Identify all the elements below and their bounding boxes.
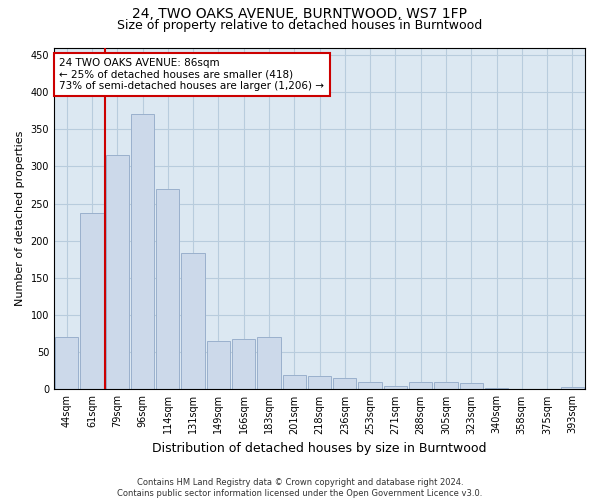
Bar bbox=[409, 382, 432, 390]
X-axis label: Distribution of detached houses by size in Burntwood: Distribution of detached houses by size … bbox=[152, 442, 487, 455]
Bar bbox=[561, 387, 584, 390]
Y-axis label: Number of detached properties: Number of detached properties bbox=[15, 131, 25, 306]
Bar bbox=[308, 376, 331, 390]
Bar bbox=[535, 388, 559, 390]
Text: Size of property relative to detached houses in Burntwood: Size of property relative to detached ho… bbox=[118, 19, 482, 32]
Bar bbox=[283, 374, 306, 390]
Bar bbox=[207, 341, 230, 390]
Bar bbox=[384, 386, 407, 390]
Bar bbox=[434, 382, 458, 390]
Bar bbox=[257, 338, 281, 390]
Bar bbox=[80, 214, 104, 390]
Bar bbox=[181, 254, 205, 390]
Bar bbox=[460, 384, 483, 390]
Bar bbox=[333, 378, 356, 390]
Bar bbox=[55, 338, 79, 390]
Bar bbox=[232, 339, 256, 390]
Bar bbox=[510, 388, 533, 390]
Bar bbox=[131, 114, 154, 390]
Text: 24 TWO OAKS AVENUE: 86sqm
← 25% of detached houses are smaller (418)
73% of semi: 24 TWO OAKS AVENUE: 86sqm ← 25% of detac… bbox=[59, 58, 325, 91]
Bar bbox=[106, 156, 129, 390]
Text: 24, TWO OAKS AVENUE, BURNTWOOD, WS7 1FP: 24, TWO OAKS AVENUE, BURNTWOOD, WS7 1FP bbox=[133, 8, 467, 22]
Text: Contains HM Land Registry data © Crown copyright and database right 2024.
Contai: Contains HM Land Registry data © Crown c… bbox=[118, 478, 482, 498]
Bar bbox=[156, 188, 179, 390]
Bar bbox=[485, 388, 508, 390]
Bar bbox=[358, 382, 382, 390]
